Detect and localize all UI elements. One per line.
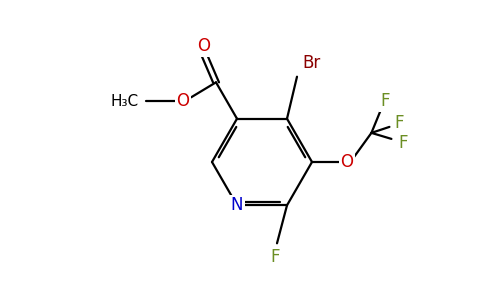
Text: O: O (197, 37, 211, 55)
Text: O: O (341, 153, 353, 171)
Text: H₃C: H₃C (111, 94, 139, 109)
Text: O: O (177, 92, 190, 110)
Text: F: F (399, 134, 408, 152)
Text: F: F (394, 114, 404, 132)
Text: F: F (270, 248, 280, 266)
Text: F: F (381, 92, 390, 110)
Text: Br: Br (302, 54, 320, 72)
Text: N: N (231, 196, 243, 214)
